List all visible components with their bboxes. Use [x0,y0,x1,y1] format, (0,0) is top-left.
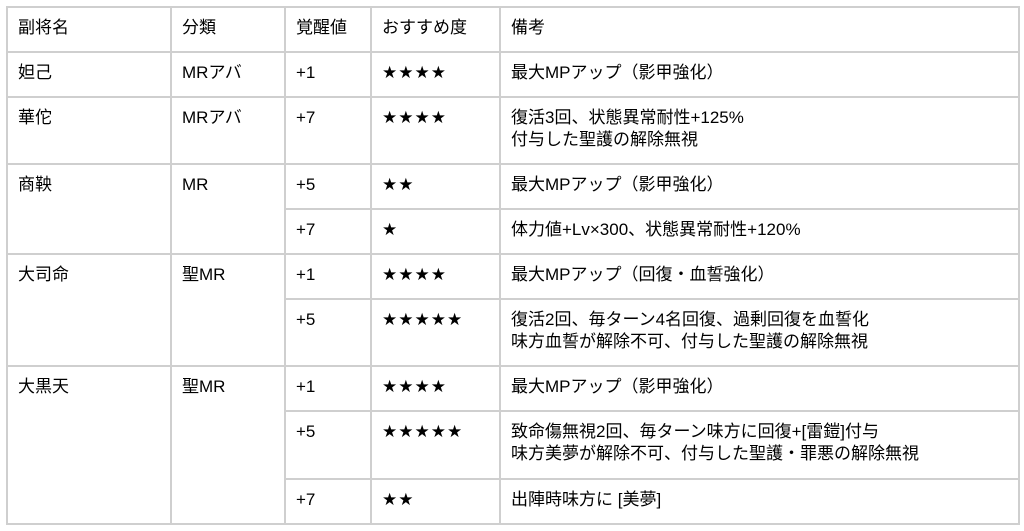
table-row: +5 ★★★★★ 復活2回、毎ターン4名回復、過剰回復を血誓化 味方血誓が解除不可… [7,298,1020,367]
table-row: 大黒天 聖MR +1 ★★★★ 最大MPアップ（影甲強化） [6,365,1020,525]
awaken-value: +5 [284,298,372,367]
star-rating: ★★★★★ [370,298,501,367]
star-rating: ★★★★ [370,365,501,412]
awaken-value: +7 [284,96,372,165]
table-row: +7 ★★ 出陣時味方に [美夢] [7,478,1020,525]
note: 復活2回、毎ターン4名回復、過剰回復を血誓化 味方血誓が解除不可、付与した聖護の解… [499,298,1020,367]
note-line: 復活2回、毎ターン4名回復、過剰回復を血誓化 [511,310,870,329]
star-rating: ★★★★★ [370,410,501,480]
general-name: 商鞅 [6,163,172,255]
star-rating: ★★★★ [370,253,501,300]
note-line: 復活3回、状態異常耐性+125% [511,108,744,127]
awaken-value: +5 [284,163,372,210]
table-row: +5 ★★★★★ 致命傷無視2回、毎ターン味方に回復+[雷鎧]付与味方美夢が解除… [7,410,1020,480]
awaken-value: +1 [284,253,372,300]
awaken-value: +1 [284,365,372,412]
note: 出陣時味方に [美夢] [499,478,1020,525]
note: 最大MPアップ（回復・血誓強化） [499,253,1020,300]
note: 体力値+Lv×300、状態異常耐性+120% [499,208,1020,255]
header-row: 副将名 分類 覚醒値 おすすめ度 備考 [6,6,1020,53]
star-rating: ★★ [370,478,501,525]
table-row: 華佗 MRアバ +7 ★★★★ 復活3回、状態異常耐性+125% 付与した聖護の解… [6,96,1020,165]
table-row: 妲己 MRアバ +1 ★★★★ 最大MPアップ（影甲強化） [6,51,1020,98]
note: 最大MPアップ（影甲強化） [499,51,1020,98]
category: MRアバ [170,96,286,165]
table-row: 大司命 聖MR +1 ★★★★ 最大MPアップ（回復・血誓強化） [6,253,1020,367]
note-line: 味方美夢が解除不可、付与した聖護・罪悪の解除無視 [511,444,919,463]
note: 最大MPアップ（影甲強化） [499,365,1020,412]
note-line: 味方血誓が解除不可、付与した聖護の解除無視 [511,332,868,351]
star-rating: ★★★★ [370,51,501,98]
star-rating: ★★★★ [370,96,501,165]
general-name: 大司命 [6,253,172,367]
note-line: 付与した聖護の解除無視 [511,130,698,149]
general-name: 大黒天 [6,365,172,525]
category: MR [170,163,286,255]
table-row: 商鞅 MR +5 ★★ 最大MPアップ（影甲強化） [6,163,1020,255]
awaken-value: +7 [284,208,372,255]
general-name: 華佗 [6,96,172,165]
category: MRアバ [170,51,286,98]
star-rating: ★★ [370,163,501,210]
note: 復活3回、状態異常耐性+125% 付与した聖護の解除無視 [499,96,1020,165]
awaken-value: +7 [284,478,372,525]
header-name: 副将名 [6,6,172,53]
header-rating: おすすめ度 [370,6,501,53]
category: 聖MR [170,365,286,525]
awaken-value: +5 [284,410,372,480]
awaken-value: +1 [284,51,372,98]
header-category: 分類 [170,6,286,53]
star-rating: ★ [370,208,501,255]
header-awaken: 覚醒値 [284,6,372,53]
note: 最大MPアップ（影甲強化） [499,163,1020,210]
table-row: +7 ★ 体力値+Lv×300、状態異常耐性+120% [7,208,1020,255]
category: 聖MR [170,253,286,367]
awakening-table: 副将名 分類 覚醒値 おすすめ度 備考 妲己 MRアバ +1 ★★★★ 最大MP… [6,6,1020,525]
header-notes: 備考 [499,6,1020,53]
note: 致命傷無視2回、毎ターン味方に回復+[雷鎧]付与味方美夢が解除不可、付与した聖護… [499,410,1020,480]
general-name: 妲己 [6,51,172,98]
note-line: 致命傷無視2回、毎ターン味方に回復+[雷鎧]付与 [511,422,879,441]
